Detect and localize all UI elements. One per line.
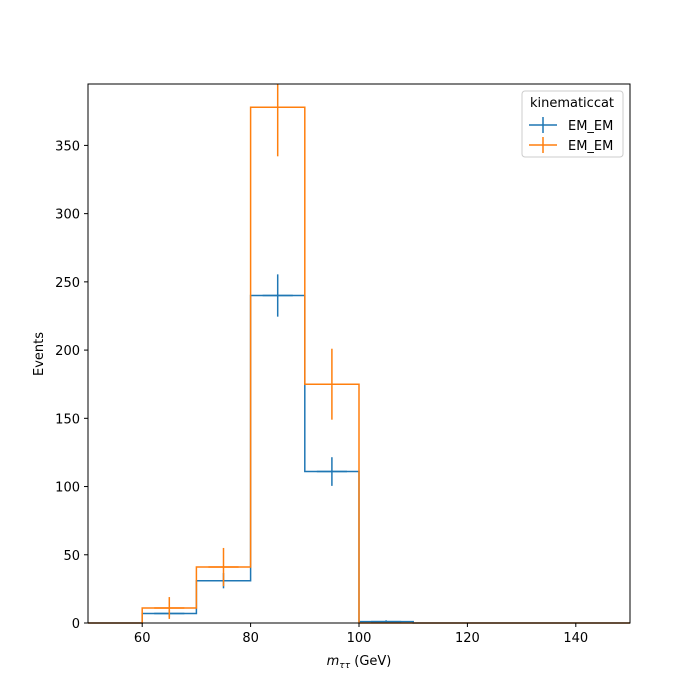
y-tick-label: 200 (55, 344, 80, 359)
y-tick-label: 300 (55, 208, 80, 223)
legend-entry: EM_EM (529, 117, 613, 134)
legend-entry: EM_EM (529, 137, 613, 154)
x-tick-label: 120 (455, 631, 480, 646)
legend: kinematiccat EM_EM EM_EM (521, 90, 624, 158)
legend-box (521, 90, 624, 158)
y-tick-label: 250 (55, 276, 80, 291)
legend-title: kinematiccat (530, 96, 614, 111)
x-tick-label: 80 (242, 631, 259, 646)
y-axis: 0 50 100 150 200 250 300 350 (55, 139, 88, 632)
y-tick-label: 50 (63, 549, 80, 564)
y-tick-label: 100 (55, 481, 80, 496)
y-tick-label: 150 (55, 412, 80, 427)
x-axis-label: mττ (GeV) (327, 654, 392, 671)
x-axis: 60 80 100 120 140 (134, 623, 588, 646)
y-axis-label: Events (32, 332, 47, 376)
legend-label: EM_EM (568, 119, 613, 134)
x-tick-label: 60 (134, 631, 151, 646)
x-tick-label: 140 (563, 631, 588, 646)
y-tick-label: 0 (72, 617, 80, 632)
x-tick-label: 100 (347, 631, 372, 646)
y-tick-label: 350 (55, 139, 80, 154)
legend-label: EM_EM (568, 139, 613, 154)
